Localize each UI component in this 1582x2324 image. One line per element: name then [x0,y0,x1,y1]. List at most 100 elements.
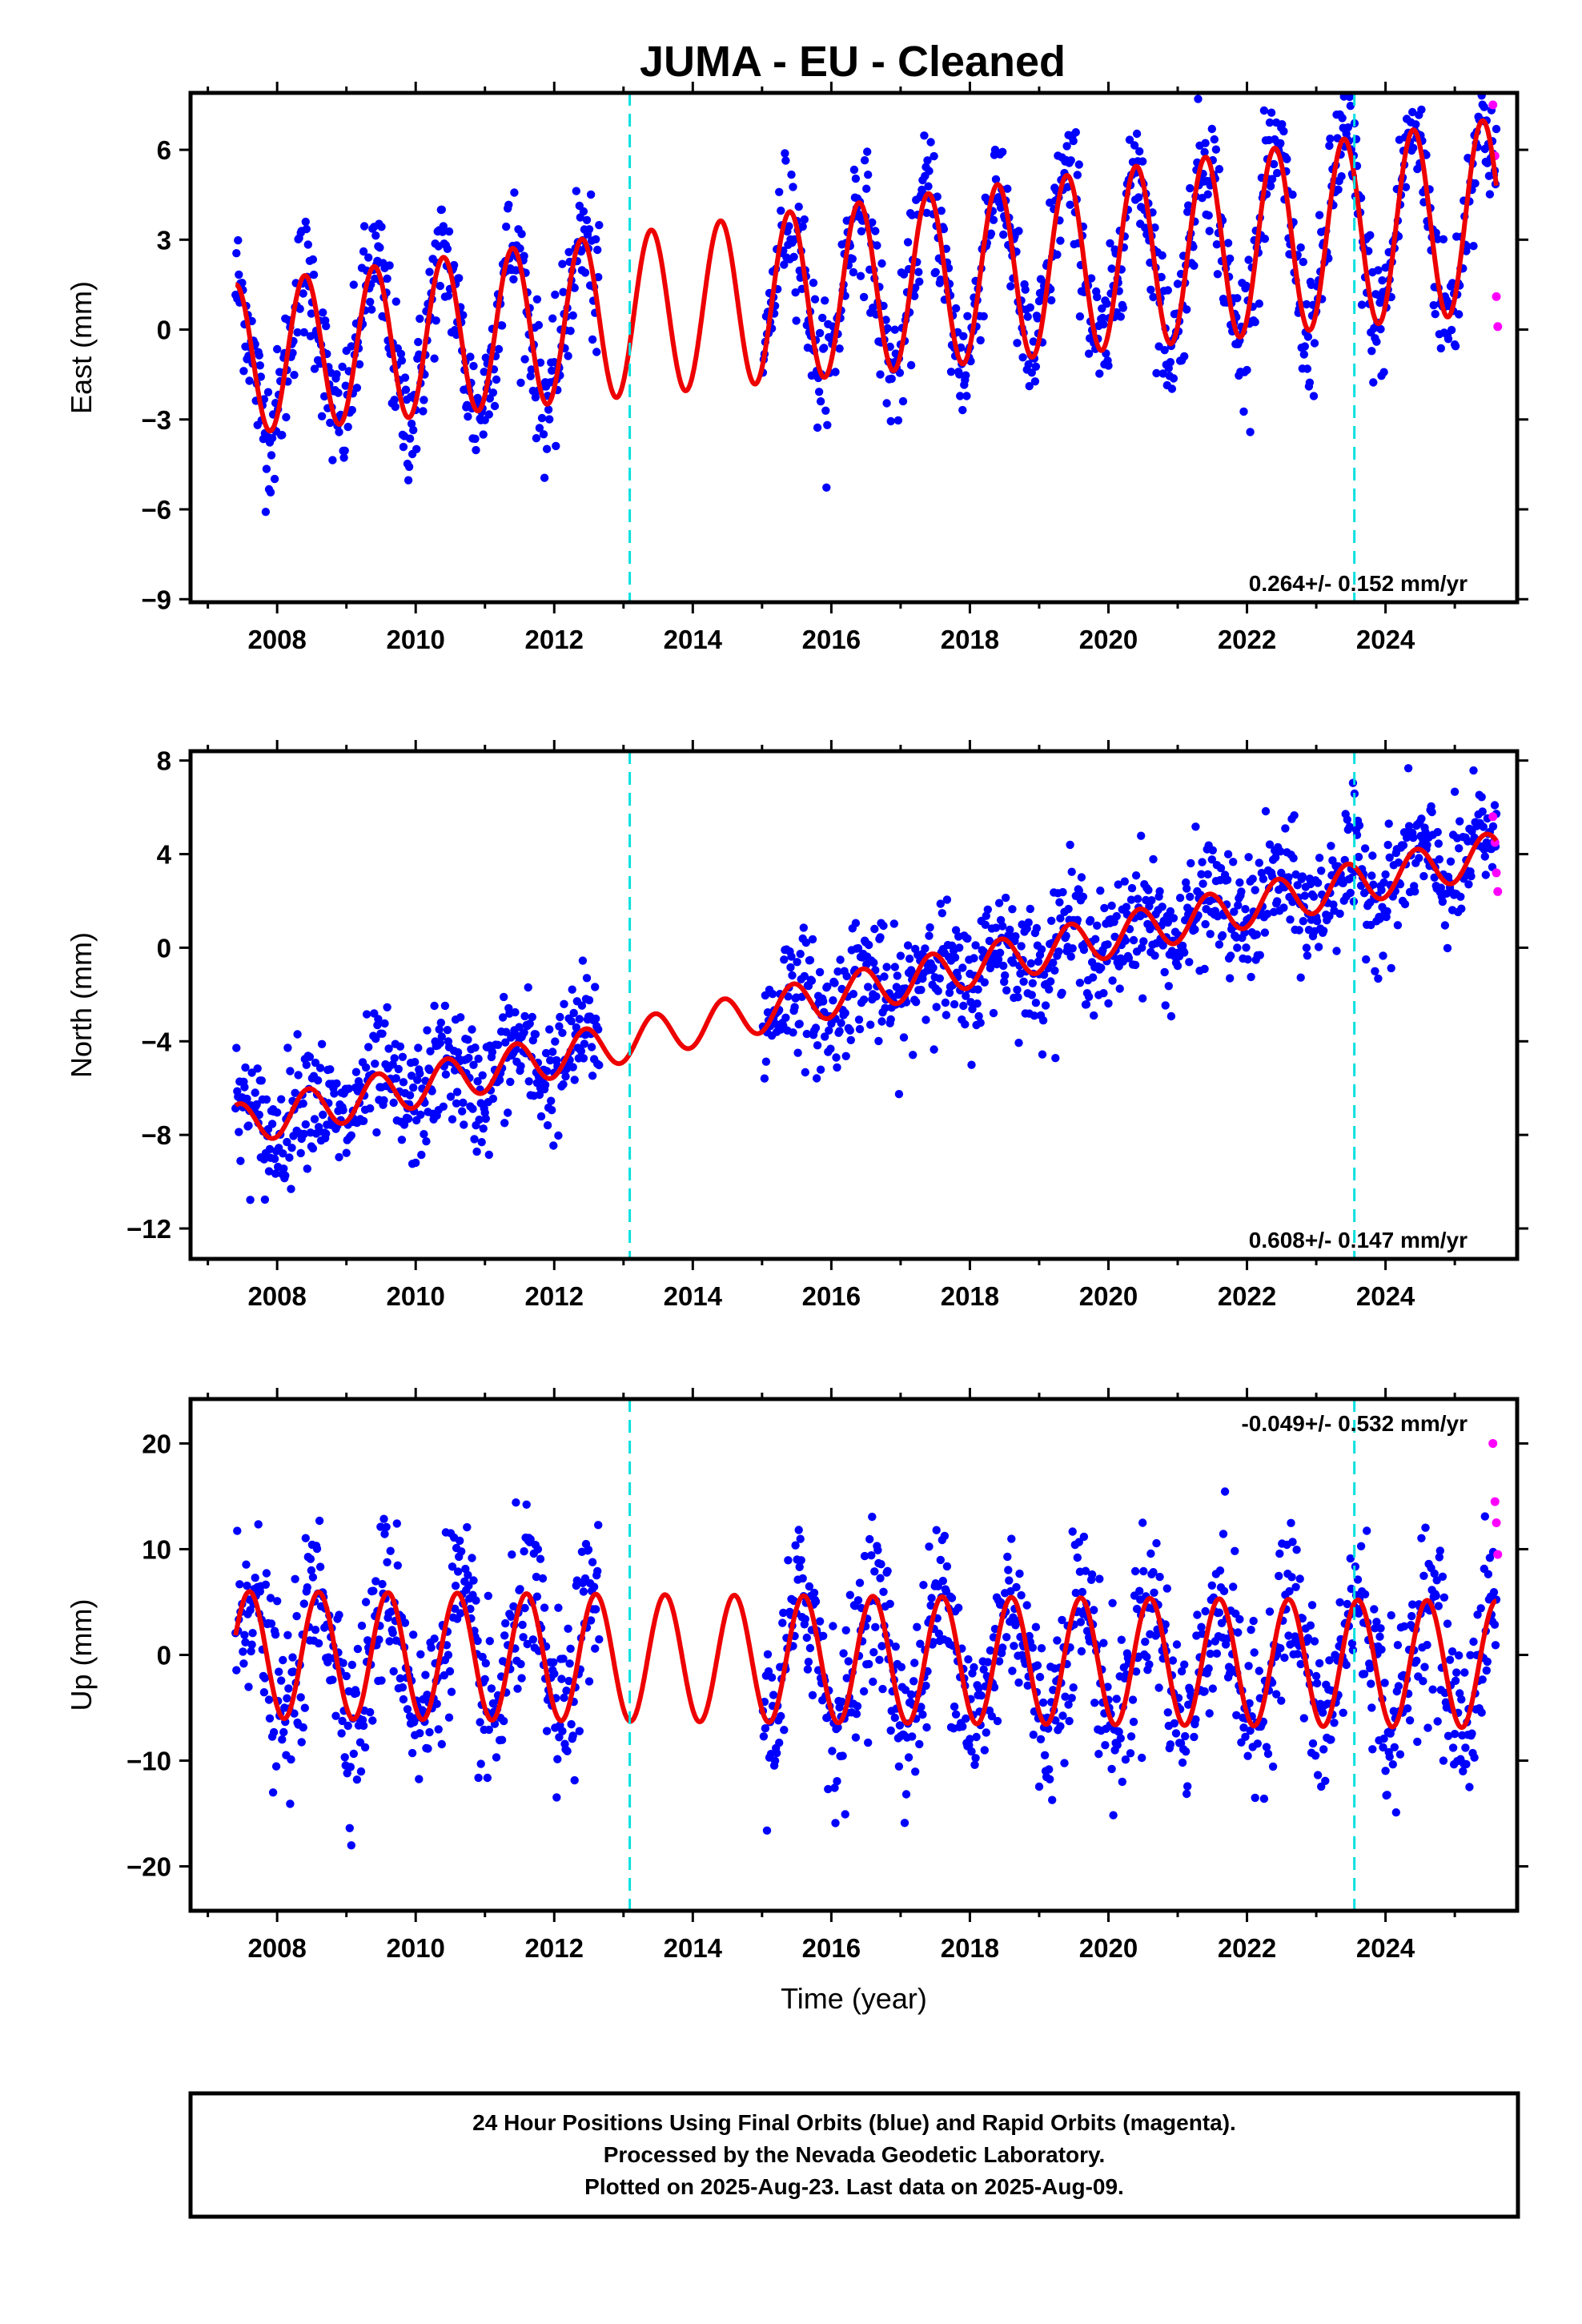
east-final-orbit-point [925,167,934,175]
east-final-orbit-point [831,368,840,376]
north-final-orbit-point [880,972,889,981]
x-axis-label: Time (year) [781,1982,927,2015]
x-tick-label: 2010 [387,625,445,654]
x-tick-label: 2014 [664,625,723,654]
east-final-orbit-point [937,207,946,215]
east-final-orbit-point [545,415,554,424]
up-final-orbit-point [1483,1657,1492,1667]
up-final-orbit-point [1077,1647,1086,1656]
east-final-orbit-point [816,397,825,406]
up-final-orbit-point [1388,1760,1398,1769]
up-final-orbit-point [891,1642,901,1651]
east-final-orbit-point [443,244,452,253]
east-final-orbit-point [882,399,891,408]
north-final-orbit-point [315,1063,325,1072]
up-final-orbit-point [409,1630,418,1639]
north-final-orbit-point [1247,972,1255,982]
up-final-orbit-point [993,1716,1002,1726]
up-final-orbit-point [797,1556,805,1565]
north-final-orbit-point [1356,881,1366,891]
north-final-orbit-point [971,941,980,950]
north-final-orbit-point [511,1007,520,1017]
east-final-orbit-point [1160,346,1169,355]
north-final-orbit-point [909,1051,917,1059]
north-final-orbit-point [1008,905,1017,914]
north-final-orbit-point [1130,960,1140,970]
east-final-orbit-point [823,420,832,429]
north-final-orbit-point [1393,921,1403,930]
north-final-orbit-point [1293,881,1302,890]
up-final-orbit-point [1311,1671,1321,1681]
up-final-orbit-point [1315,1659,1324,1668]
north-final-orbit-point [458,1107,467,1116]
east-final-orbit-point [352,384,362,392]
up-final-orbit-point [1423,1723,1432,1732]
north-final-orbit-point [479,1124,488,1133]
north-final-orbit-point [1332,947,1341,955]
north-final-orbit-point [787,952,796,961]
east-final-orbit-point [339,453,348,462]
north-final-orbit-point [1302,943,1311,952]
up-final-orbit-point [801,1614,809,1624]
north-final-orbit-point [1464,880,1473,889]
east-final-orbit-point [1417,105,1426,115]
up-final-orbit-point [243,1581,251,1590]
up-final-orbit-point [1219,1530,1228,1538]
east-final-orbit-point [288,348,297,357]
up-final-orbit-point [877,1642,886,1651]
east-final-orbit-point [1299,257,1308,267]
north-final-orbit-point [267,1120,277,1128]
up-final-orbit-point [314,1638,323,1648]
up-final-orbit-point [901,1790,911,1799]
up-rapid-orbit-point [1493,1550,1503,1559]
east-final-orbit-point [520,251,528,260]
north-final-orbit-point [854,1015,864,1024]
east-final-orbit-point [955,370,964,379]
east-final-orbit-point [1239,407,1248,416]
north-final-orbit-point [1124,954,1134,963]
north-final-orbit-point [330,1089,339,1098]
up-final-orbit-point [1253,1739,1263,1748]
up-final-orbit-point [927,1594,936,1602]
east-final-orbit-point [509,275,518,283]
north-final-orbit-point [1182,884,1191,893]
up-final-orbit-point [1452,1668,1461,1677]
x-tick-label: 2024 [1356,1933,1415,1963]
north-final-orbit-point [326,1065,335,1074]
east-final-orbit-point [371,231,380,240]
north-final-orbit-point [807,976,817,985]
east-final-orbit-point [1084,349,1094,358]
north-final-orbit-point [1354,852,1363,862]
east-final-orbit-point [262,464,271,473]
up-final-orbit-point [550,1669,559,1679]
north-final-orbit-point [285,1153,294,1162]
up-final-orbit-point [1327,1735,1335,1744]
x-tick-label: 2016 [802,625,861,654]
north-final-orbit-point [1252,930,1262,939]
north-final-orbit-point [790,1003,799,1011]
north-final-orbit-point [1362,955,1371,964]
up-final-orbit-point [536,1554,545,1563]
up-final-orbit-point [1152,1538,1161,1548]
east-final-orbit-point [592,348,601,356]
east-final-orbit-point [996,203,1006,212]
x-tick-label: 2022 [1218,1281,1276,1311]
east-final-orbit-point [537,413,547,423]
north-final-orbit-point [935,974,945,983]
north-final-orbit-point [1229,858,1238,866]
east-final-orbit-point [1267,108,1276,117]
north-final-orbit-point [1303,951,1312,960]
east-final-orbit-point [893,416,903,425]
up-final-orbit-point [451,1582,460,1590]
north-final-orbit-point [841,1051,850,1061]
north-final-orbit-point [853,943,863,953]
up-final-orbit-point [271,1762,281,1771]
east-final-orbit-point [366,297,375,307]
east-final-orbit-point [1259,106,1269,115]
north-final-orbit-point [842,971,851,981]
up-final-orbit-point [1342,1660,1351,1670]
north-final-orbit-point [1271,853,1280,862]
north-final-orbit-point [594,1025,603,1034]
east-final-orbit-point [273,344,282,354]
north-final-orbit-point [936,899,946,908]
